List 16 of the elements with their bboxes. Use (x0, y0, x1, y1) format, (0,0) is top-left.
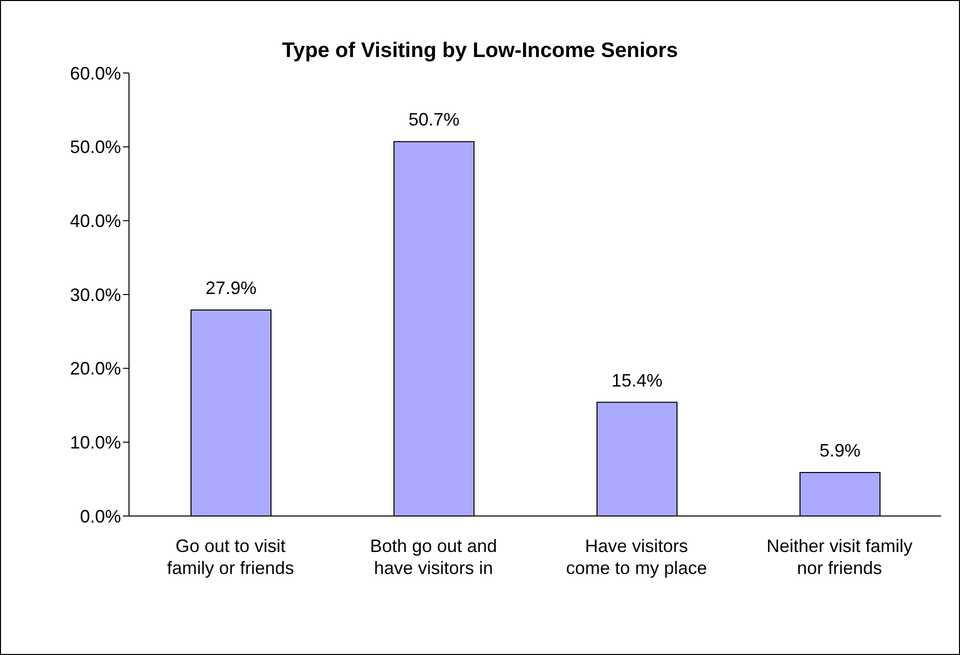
x-tick-label: Both go out and have visitors in (370, 536, 498, 578)
x-tick-label: Go out to visit family or friends (166, 536, 294, 578)
y-tick-label: 10.0% (70, 432, 121, 453)
data-label: 15.4% (611, 370, 663, 390)
y-tick-label: 50.0% (70, 137, 121, 158)
y-tick-label: 40.0% (70, 211, 121, 232)
data-label: 5.9% (819, 440, 861, 460)
chart-title: Type of Visiting by Low-Income Seniors (281, 39, 679, 63)
y-tick-label: 60.0% (70, 63, 121, 84)
data-label: 27.9% (205, 278, 257, 298)
x-tick-label: Have visitors come to my place (566, 536, 708, 578)
y-tick-label: 30.0% (70, 284, 121, 305)
y-tick-label: 20.0% (70, 358, 121, 379)
data-label: 50.7% (408, 110, 460, 130)
y-tick-label: 0.0% (80, 506, 121, 526)
x-tick-label: Neither visit family nor friends (766, 536, 913, 578)
